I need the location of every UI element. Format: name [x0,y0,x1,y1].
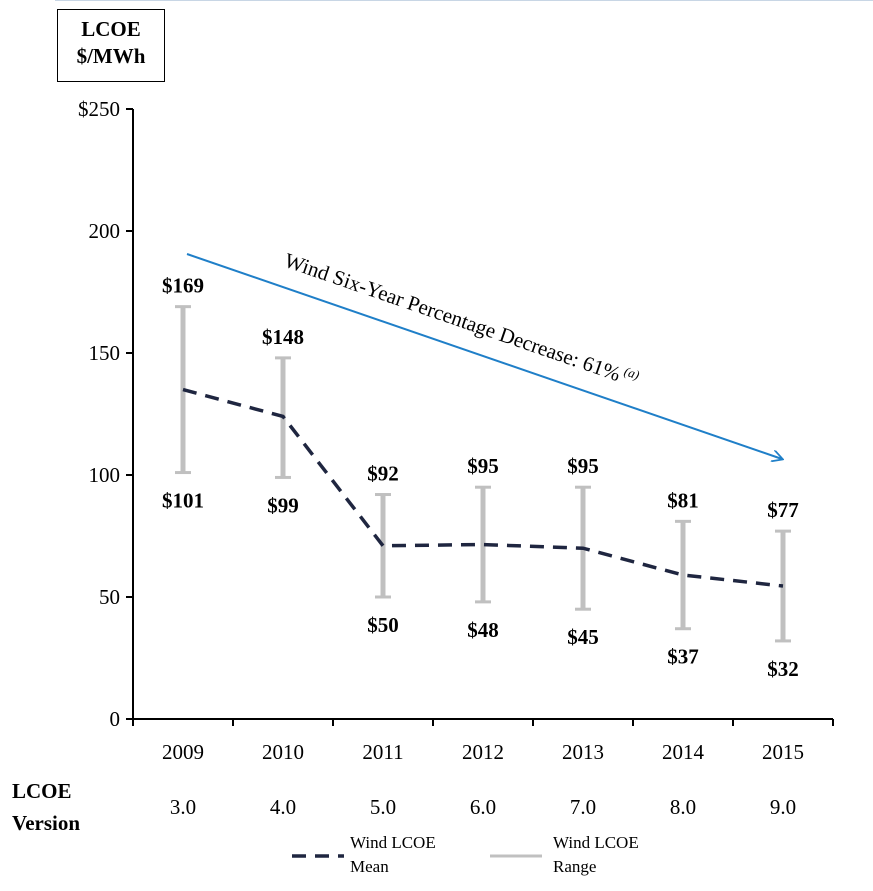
low-value-label: $45 [567,625,599,649]
x-tick-label: 2010 [262,740,304,764]
x-tick-label: 2009 [162,740,204,764]
high-value-label: $169 [162,274,204,298]
trend-annotation-text: Wind Six-Year Percentage Decrease: 61% (… [281,247,641,392]
top-frame-line [55,0,873,1]
legend-label: Wind LCOE [350,833,436,852]
lcoe-version-label-line-2: Version [12,811,81,835]
low-value-label: $48 [467,618,499,642]
high-value-label: $95 [467,454,499,478]
y-axis-title-line-2: $/MWh [76,44,146,68]
high-value-label: $92 [367,462,399,486]
version-tick-label: 9.0 [770,795,796,819]
low-value-label: $37 [667,645,699,669]
x-tick-label: 2013 [562,740,604,764]
legend-label: Mean [350,857,389,876]
high-value-label: $81 [667,488,699,512]
version-tick-label: 5.0 [370,795,396,819]
y-tick-label: 100 [89,463,121,487]
trend-annotation-superscript: (a) [619,362,641,382]
high-value-label: $95 [567,454,599,478]
y-tick-label: $250 [78,97,120,121]
version-tick-label: 4.0 [270,795,296,819]
lcoe-version-label-line-1: LCOE [12,779,72,803]
mean-line-group [182,387,784,588]
axes: 0 50 100 150 200 $250 2009 2010 2011 2012 2013 2014… [78,97,834,819]
y-axis-title: LCOE $/MWh [57,9,165,82]
y-tick-label: 50 [99,585,120,609]
version-tick-label: 7.0 [570,795,596,819]
high-value-label: $148 [262,325,304,349]
high-value-label: $77 [767,498,799,522]
x-tick-label: 2015 [762,740,804,764]
low-value-label: $101 [162,489,204,513]
legend-label: Range [553,857,596,876]
y-axis-title-line-1: LCOE [81,17,141,41]
y-tick-label: 200 [89,219,121,243]
legend-label: Wind LCOE [553,833,639,852]
low-value-label: $50 [367,613,399,637]
x-tick-label: 2012 [462,740,504,764]
data-labels: $169 $148 $92 $95 $95 $81 $77 $101 $99 $50 $48 $45 $… [162,274,799,681]
legend: Wind LCOE Mean Wind LCOE Range [292,833,639,876]
x-tick-label: 2014 [662,740,705,764]
trend-annotation: Wind Six-Year Percentage Decrease: 61% (… [186,247,782,459]
low-value-label: $32 [767,657,799,681]
x-tick-label: 2011 [362,740,403,764]
lcoe-version-label: LCOE Version [12,775,80,839]
y-tick-label: 0 [110,707,121,731]
version-tick-label: 6.0 [470,795,496,819]
low-value-label: $99 [267,493,299,517]
trend-arrow [186,253,782,459]
version-tick-label: 8.0 [670,795,696,819]
version-tick-label: 3.0 [170,795,196,819]
y-tick-label: 150 [89,341,121,365]
mean-line [182,387,784,588]
trend-annotation-main: Wind Six-Year Percentage Decrease: 61% [281,248,623,386]
